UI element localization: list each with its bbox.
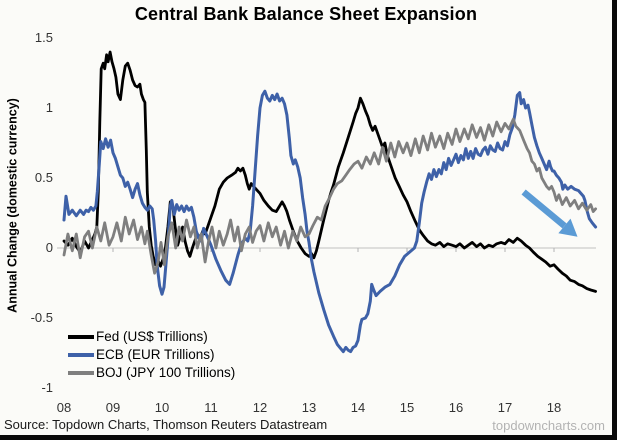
x-tick-15: 15 [399,400,415,415]
x-tick-11: 11 [204,400,218,415]
window-right-border [612,0,617,440]
ecb-line-swatch [68,353,94,357]
legend-item-fed: Fed (US$ Trillions) [68,329,208,345]
x-tick-14: 14 [350,400,366,415]
ecb-line [62,89,598,354]
x-tick-12: 12 [252,400,268,415]
y-tick-1: 1 [45,100,53,115]
x-tick-18: 18 [546,400,562,415]
window-bottom-border [0,435,617,440]
x-tick-08: 08 [56,400,72,415]
trend-arrow-head [558,218,578,237]
x-tick-09: 09 [105,400,121,415]
y-tick-0: 0 [45,240,53,255]
watermark-url: topdowncharts.com [492,418,605,433]
y-tick-m1: -1 [41,380,53,395]
source-attribution: Source: Topdown Charts, Thomson Reuters … [4,417,328,432]
x-tick-16: 16 [448,400,464,415]
y-tick-m0-5: -0.5 [30,310,53,325]
trend-arrow-shaft [521,189,567,229]
legend-item-ecb: ECB (EUR Trillions) [68,347,215,363]
boj-line-swatch [68,371,94,375]
legend-label-ecb: ECB (EUR Trillions) [96,347,215,362]
x-tick-10: 10 [154,400,170,415]
y-tick-0-5: 0.5 [34,170,53,185]
y-tick-1-5: 1.5 [34,30,53,45]
chart-title: Central Bank Balance Sheet Expansion [134,4,478,24]
legend-label-boj: BOJ (JPY 100 Trillions) [96,365,236,380]
legend-label-fed: Fed (US$ Trillions) [96,329,208,344]
boj-line [62,117,597,275]
fed-line [62,50,597,293]
legend-item-boj: BOJ (JPY 100 Trillions) [68,365,235,381]
x-tick-13: 13 [301,400,317,415]
fed-line-swatch [68,335,94,339]
x-tick-17: 17 [497,400,513,415]
